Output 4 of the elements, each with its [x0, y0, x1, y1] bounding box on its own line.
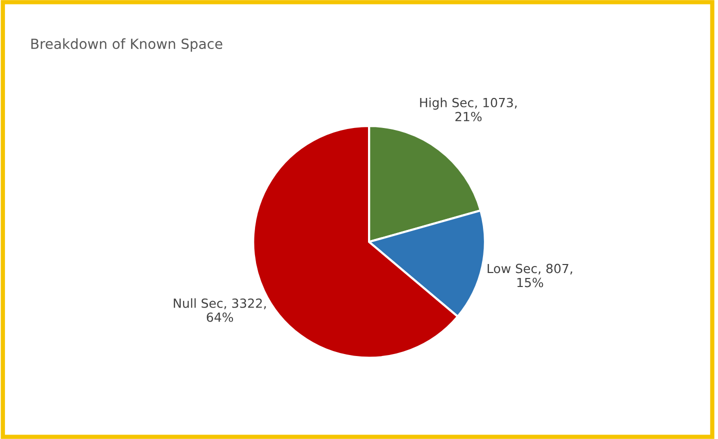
slice-label: High Sec, 1073, 21% [420, 98, 517, 122]
slice-label: Low Sec, 807, 15% [488, 264, 572, 288]
slice-label: Null Sec, 3322, 64% [174, 298, 266, 322]
chart-title: Breakdown of Known Space [31, 38, 222, 52]
